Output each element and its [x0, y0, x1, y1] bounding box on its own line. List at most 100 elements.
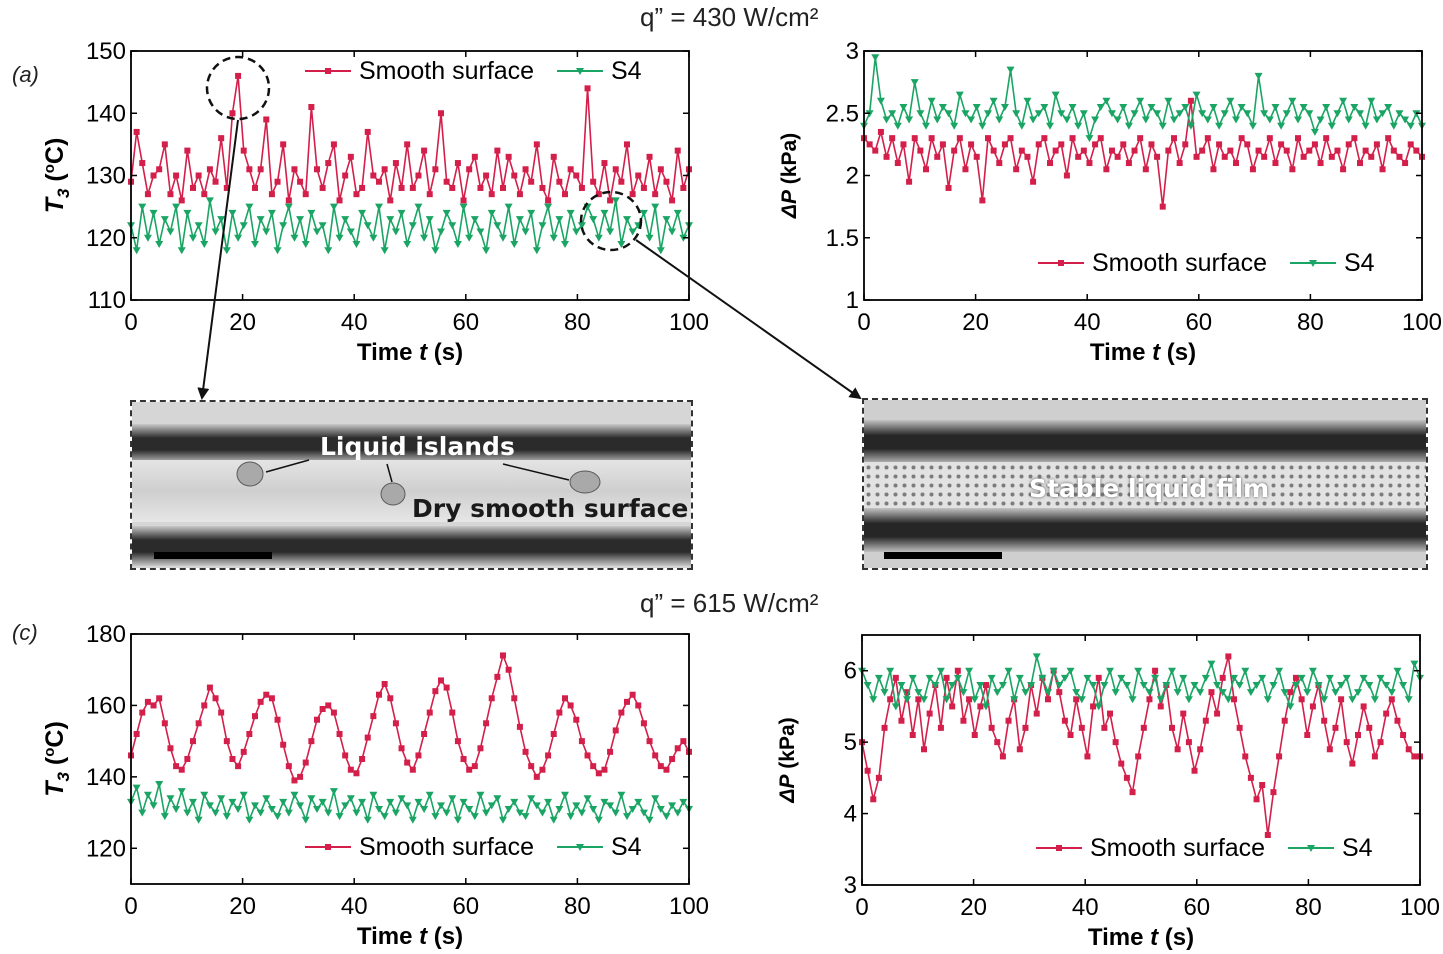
data-point-c-left-1-85	[606, 802, 615, 810]
data-point-a-left-0-75	[550, 153, 557, 160]
data-point-c-left-1-62	[476, 791, 485, 799]
data-point-c-right-0-69	[1247, 774, 1254, 781]
data-point-c-right-1-4	[880, 689, 889, 697]
data-point-c-right-0-82	[1321, 717, 1328, 724]
data-point-c-right-1-43	[1100, 682, 1109, 689]
data-point-c-right-0-10	[915, 696, 922, 703]
data-point-a-left-0-52	[421, 147, 428, 154]
data-point-a-right-0-62	[1210, 166, 1217, 173]
data-point-a-left-0-77	[562, 191, 568, 198]
data-point-a-left-1-70	[521, 228, 530, 236]
data-point-c-left-0-54	[432, 688, 439, 695]
data-point-c-left-0-65	[494, 673, 501, 680]
data-point-a-right-0-90	[1368, 153, 1375, 160]
legend-label-c-left-0: Smooth surface	[359, 833, 534, 861]
data-point-c-left-0-13	[201, 702, 208, 709]
data-point-a-right-1-43	[1102, 97, 1111, 105]
y-tick-label-a-right-1: 1.5	[826, 225, 859, 252]
data-point-a-left-0-39	[347, 153, 354, 160]
data-point-c-left-1-16	[217, 795, 226, 803]
data-point-a-left-0-1	[133, 128, 140, 135]
data-point-a-left-1-77	[561, 240, 569, 248]
data-point-c-right-1-82	[1320, 696, 1329, 704]
data-point-a-left-0-37	[336, 197, 343, 204]
data-point-c-right-0-28	[1016, 746, 1023, 753]
data-point-a-left-1-96	[668, 228, 677, 236]
data-point-a-right-1-25	[1000, 104, 1009, 112]
data-point-c-left-1-54	[431, 813, 440, 821]
data-point-c-right-0-74	[1276, 753, 1283, 760]
data-point-a-left-0-96	[669, 197, 676, 204]
data-point-a-left-0-30	[297, 178, 304, 185]
data-point-c-left-0-74	[545, 752, 552, 759]
data-point-a-left-0-66	[500, 184, 506, 191]
data-point-c-right-1-46	[1117, 674, 1126, 682]
data-point-a-right-0-7	[900, 141, 907, 148]
data-point-a-left-0-67	[505, 153, 512, 160]
data-point-c-right-1-65	[1224, 696, 1233, 704]
data-point-c-right-0-16	[949, 703, 956, 710]
data-point-a-right-0-34	[1052, 147, 1059, 154]
data-point-a-right-0-42	[1097, 135, 1104, 142]
x-tick-label-a-right-4: 80	[1297, 309, 1324, 336]
data-point-c-right-1-18	[959, 689, 968, 697]
data-point-a-right-1-9	[910, 79, 919, 87]
data-point-a-left-0-18	[229, 110, 236, 117]
data-point-c-left-0-23	[257, 698, 264, 705]
data-point-c-left-1-77	[561, 791, 569, 799]
data-point-a-right-1-40	[1085, 135, 1094, 143]
data-point-c-right-0-14	[937, 724, 944, 731]
data-point-a-left-0-21	[246, 166, 253, 173]
data-point-a-right-1-10	[916, 110, 925, 118]
photo-label-stable-film: Stable liquid film	[1029, 474, 1270, 503]
scale-bar-left	[154, 552, 272, 559]
data-point-c-left-1-1	[132, 784, 141, 792]
data-point-c-right-0-21	[977, 703, 984, 710]
data-point-c-left-0-80	[578, 738, 585, 745]
data-point-a-right-1-22	[984, 110, 992, 118]
data-point-a-right-1-38	[1074, 122, 1083, 130]
data-point-c-right-0-75	[1281, 717, 1288, 724]
chart-temperature-615: 0 20 40 60 80 100 120 140 160 180 Time t (s) T3 (oC…	[41, 621, 709, 950]
data-point-a-left-1-54	[431, 247, 440, 255]
data-point-a-left-0-83	[595, 191, 602, 198]
data-point-c-left-1-76	[555, 806, 564, 813]
data-point-c-left-1-29	[290, 791, 299, 799]
data-point-a-right-0-3	[877, 128, 884, 135]
data-point-c-left-1-97	[673, 809, 682, 817]
data-point-a-right-0-8	[906, 178, 913, 185]
data-point-a-left-0-43	[370, 172, 377, 179]
data-point-c-left-1-84	[600, 798, 609, 806]
data-point-a-right-1-4	[882, 116, 891, 124]
data-point-a-right-1-73	[1271, 104, 1280, 112]
data-point-c-left-0-28	[285, 763, 292, 770]
data-point-a-right-1-33	[1046, 122, 1054, 130]
data-point-a-left-1-59	[459, 203, 468, 211]
legend-marker-a-right-1	[1309, 260, 1317, 267]
data-point-a-left-1-55	[437, 228, 445, 236]
data-point-a-right-0-68	[1244, 141, 1251, 148]
data-point-a-left-0-7	[167, 191, 174, 198]
data-point-c-right-0-87	[1349, 760, 1356, 767]
data-point-a-left-0-94	[657, 166, 664, 173]
data-point-c-left-1-43	[369, 791, 378, 799]
data-point-a-right-0-98	[1413, 147, 1420, 154]
data-point-c-left-1-7	[166, 795, 175, 803]
data-point-c-left-0-2	[139, 709, 146, 716]
data-point-a-right-1-77	[1294, 116, 1302, 124]
data-point-c-right-1-16	[948, 682, 957, 689]
data-point-a-left-1-13	[200, 240, 209, 248]
data-point-a-left-0-51	[415, 172, 422, 179]
data-point-c-left-0-72	[533, 773, 540, 780]
data-point-c-right-1-12	[925, 674, 934, 682]
data-point-a-left-1-37	[335, 234, 344, 242]
data-point-a-right-1-56	[1175, 110, 1184, 118]
data-point-c-right-1-72	[1263, 696, 1272, 704]
data-point-c-right-1-88	[1354, 689, 1362, 697]
data-point-c-right-1-75	[1280, 689, 1289, 697]
data-point-a-right-1-2	[871, 54, 880, 62]
data-point-c-left-0-49	[404, 759, 411, 766]
legend-a-left: Smooth surface S4	[305, 57, 642, 85]
data-point-c-right-1-95	[1393, 667, 1402, 675]
data-point-c-right-1-1	[863, 682, 872, 689]
